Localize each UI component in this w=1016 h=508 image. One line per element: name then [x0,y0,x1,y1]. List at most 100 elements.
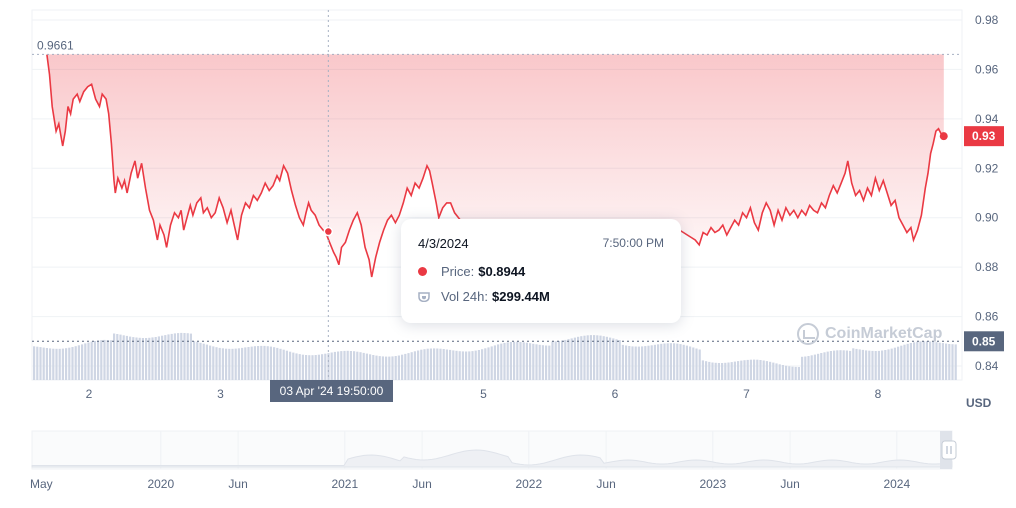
volume-bar [420,349,423,380]
volume-bar [669,343,672,380]
volume-bar [295,353,298,380]
volume-bar [826,351,829,380]
volume-bar [292,352,295,380]
volume-bar [333,351,336,380]
volume-bar [788,366,791,380]
volume-bar [276,347,279,380]
volume-bar [913,342,916,380]
volume-bar [45,348,48,380]
volume-bar [436,348,439,380]
volume-bar [135,337,138,380]
volume-bar [225,348,228,380]
volume-bar [314,355,317,380]
volume-bar [253,346,256,380]
volume-bar [794,366,797,380]
volume-bar [324,353,327,380]
volume-bar [289,351,292,380]
volume-bar [679,344,682,380]
volume-bar [676,343,679,380]
volume-bar [42,347,45,380]
volume-bar [260,345,263,380]
tooltip-price-row: Price: $0.8944 [418,264,525,279]
volume-bar [871,350,874,380]
volume-bar [343,350,346,380]
volume-bar [404,353,407,380]
volume-bar [740,360,743,380]
volume-bar [138,337,141,380]
volume-bar [388,356,391,380]
volume-bar [945,343,948,380]
volume-bar [33,346,36,380]
volume-bar [922,341,925,380]
volume-bar [721,363,724,380]
volume-bar [938,342,941,380]
volume-bar [743,360,746,380]
volume-bar [833,350,836,380]
tooltip-volume-label: Vol 24h: [441,289,488,304]
volume-bar [842,350,845,380]
volume-bar [250,346,253,380]
volume-bar [346,350,349,380]
volume-bar [737,361,740,380]
volume-bar [97,340,100,380]
volume-bar [724,362,727,380]
volume-bar [615,339,618,380]
volume-bar [506,342,509,380]
volume-bar [221,348,224,380]
volume-bar [372,355,375,380]
volume-bar [538,344,541,380]
volume-bar [497,344,500,380]
volume-bar [941,343,944,380]
volume-bar [602,336,605,380]
volume-bar [685,345,688,380]
volume-bar [836,350,839,380]
volume-bar [196,341,199,380]
volume-bar [234,348,237,380]
volume-bar [887,349,890,380]
volume-bar [781,365,784,380]
volume-bar [116,334,119,380]
volume-bar [477,350,480,380]
volume-bar [257,346,260,380]
volume-bar [308,355,311,380]
volume-bar [733,361,736,380]
volume-bar [714,362,717,380]
volume-bar [311,355,314,380]
x-tick-label: 6 [612,387,619,401]
volume-bar [877,350,880,380]
navigator-handle-icon[interactable] [941,440,957,460]
volume-bar [490,346,493,380]
volume-bar [801,356,804,380]
volume-bar [625,345,628,380]
volume-bar [321,354,324,380]
volume-bar [567,339,570,380]
tooltip-date: 4/3/2024 [418,236,469,251]
volume-bar [417,350,420,380]
volume-bar [813,354,816,380]
volume-bar [132,337,135,380]
range-navigator[interactable]: May 2020 Jun 2021 Jun 2022 Jun 2023 Jun 2024 [30,430,957,491]
current-price-badge-text: 0.93 [972,129,996,143]
volume-bar [925,341,928,380]
coinmarketcap-logo-icon [797,323,819,345]
volume-bar [705,361,708,380]
volume-bar [580,336,583,380]
price-dot-icon [418,267,427,276]
volume-bar [353,351,356,380]
volume-bar [759,360,762,380]
volume-bar [212,346,215,380]
volume-bar [170,333,173,380]
volume-bar [829,351,832,380]
volume-bar [106,340,109,380]
volume-bar [263,345,266,380]
volume-bar [858,349,861,380]
volume-bar [87,342,90,380]
volume-bar [119,334,122,380]
volume-bar [189,333,192,380]
navigator-series [31,449,953,468]
volume-bar [897,346,900,380]
volume-bar [205,344,208,380]
volume-bar [125,335,128,380]
volume-bar [394,356,397,380]
